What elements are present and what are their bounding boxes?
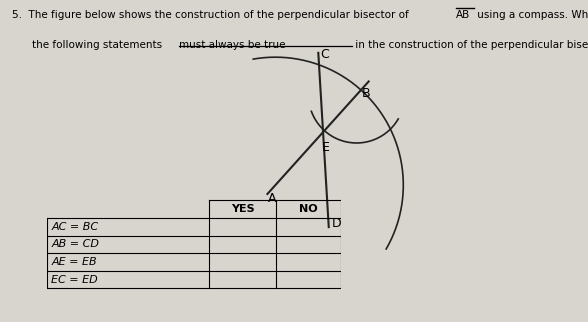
Text: in the construction of the perpendicular bisector?: in the construction of the perpendicular… [352,40,588,50]
Text: C: C [320,48,329,61]
Text: must always be true: must always be true [179,40,286,50]
Text: YES: YES [230,204,255,214]
Text: AE = EB: AE = EB [52,257,97,267]
Text: AB: AB [456,10,470,20]
Text: AB = CD: AB = CD [52,239,99,249]
Text: NO: NO [299,204,318,214]
Text: D: D [332,217,341,230]
Text: E: E [322,141,329,155]
Text: B: B [362,87,370,100]
Text: using a compass. Which of: using a compass. Which of [474,10,588,20]
Text: 5.  The figure below shows the construction of the perpendicular bisector of: 5. The figure below shows the constructi… [12,10,412,20]
Text: A: A [268,192,277,205]
Text: the following statements: the following statements [32,40,166,50]
Text: EC = ED: EC = ED [52,275,98,285]
Text: AC = BC: AC = BC [52,222,99,232]
